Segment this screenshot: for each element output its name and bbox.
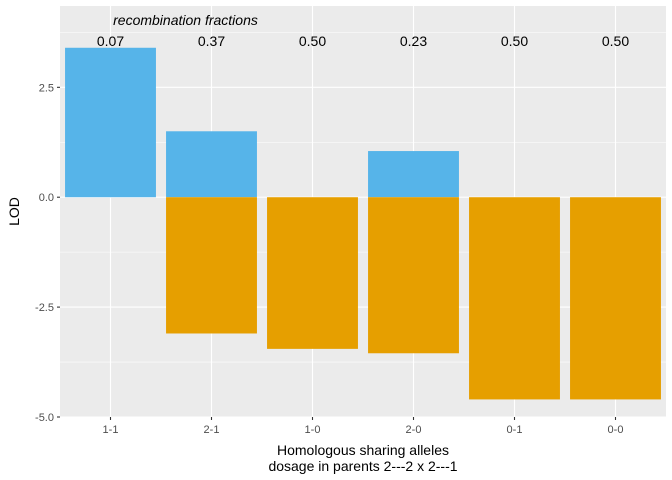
recombination-fraction-label: 0.07 — [97, 33, 124, 49]
x-tick-label: 0-1 — [507, 424, 523, 436]
y-axis: -5.0 -2.5 0.0 2.5 — [35, 82, 60, 424]
x-axis: 1-1 2-1 1-0 2-0 0-1 0-0 — [103, 417, 624, 436]
panel-background — [60, 6, 666, 417]
x-tick-label: 0-0 — [608, 424, 624, 436]
y-tick-label: -5.0 — [35, 412, 54, 424]
bar-negative-0-1 — [469, 197, 560, 400]
bars — [65, 47, 661, 400]
bar-positive-1-1 — [65, 47, 156, 198]
y-tick-label: -2.5 — [35, 302, 54, 314]
x-axis-title-line2: dosage in parents 2---2 x 2---1 — [268, 458, 457, 474]
y-axis-title: LOD — [6, 197, 22, 226]
x-tick-label: 1-1 — [103, 424, 119, 436]
y-tick-label: 2.5 — [39, 82, 54, 94]
minor-gridlines — [60, 32, 666, 363]
recombination-fraction-label: 0.50 — [299, 33, 326, 49]
y-tick-label: 0.0 — [39, 192, 54, 204]
recombination-fraction-label: 0.50 — [602, 33, 629, 49]
bar-positive-2-1 — [166, 131, 257, 198]
x-tick-label: 2-0 — [406, 424, 422, 436]
x-tick-label: 2-1 — [204, 424, 220, 436]
recombination-fraction-labels: 0.07 0.37 0.50 0.23 0.50 0.50 — [97, 33, 629, 49]
recombination-fraction-label: 0.50 — [501, 33, 528, 49]
bar-negative-0-0 — [570, 197, 661, 400]
recombination-fraction-label: 0.23 — [400, 33, 427, 49]
recombination-fraction-label: 0.37 — [198, 33, 225, 49]
bar-positive-2-0 — [368, 151, 459, 198]
bar-negative-2-1 — [166, 197, 257, 334]
annotation-title: recombination fractions — [113, 12, 258, 28]
x-tick-label: 1-0 — [305, 424, 321, 436]
bar-negative-1-0 — [267, 197, 358, 349]
bar-negative-2-0 — [368, 197, 459, 354]
x-axis-title: Homologous sharing alleles — [277, 442, 449, 458]
